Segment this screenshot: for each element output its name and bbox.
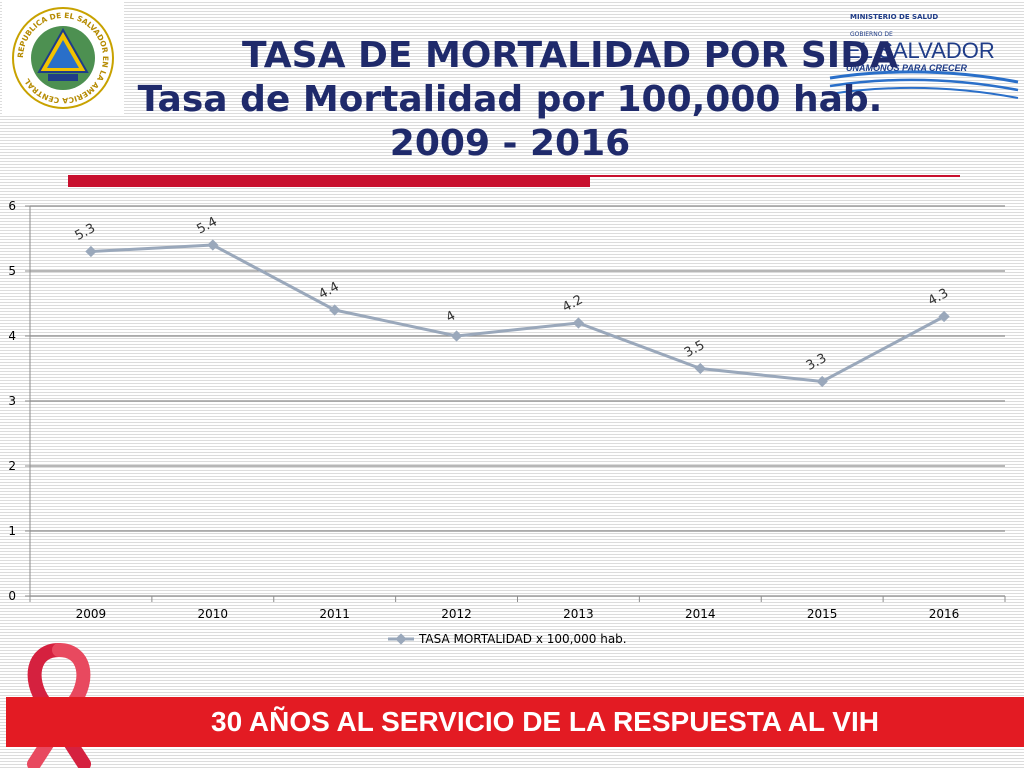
data-label: 4.2	[560, 292, 585, 315]
title-underline	[68, 175, 590, 187]
title-underline-thin	[590, 175, 960, 177]
logo-slogan: UNÁMONOS PARA CRECER	[846, 63, 968, 73]
data-point	[450, 330, 463, 342]
chart-legend: TASA MORTALIDAD x 100,000 hab.	[388, 632, 627, 646]
y-tick-label: 0	[8, 589, 16, 603]
data-label: 3.3	[804, 351, 829, 374]
y-tick-label: 6	[8, 199, 16, 213]
y-tick-label: 1	[8, 524, 16, 538]
y-tick-label: 5	[8, 264, 16, 278]
y-axis-ticks: 0 1 2 3 4 5 6	[8, 199, 16, 603]
y-tick-label: 2	[8, 459, 16, 473]
banner-text: 30 AÑOS AL SERVICIO DE LA RESPUESTA AL V…	[211, 706, 879, 737]
logo-country: EL SALVADOR	[846, 38, 995, 63]
data-label: 4.4	[316, 279, 341, 302]
x-tick-label: 2012	[441, 607, 472, 621]
x-tick-label: 2010	[198, 607, 229, 621]
logo-gobierno: GOBIERNO DE	[850, 31, 893, 38]
chart-gridlines	[30, 205, 1005, 597]
data-label: 4.3	[926, 286, 951, 309]
title-line-2: Tasa de Mortalidad por 100,000 hab.	[137, 79, 883, 120]
data-point	[816, 375, 828, 388]
data-point	[207, 239, 219, 251]
y-tick-label: 3	[8, 394, 16, 408]
data-label: 5.4	[195, 214, 220, 237]
series-line	[90, 243, 945, 383]
data-point	[938, 310, 950, 323]
x-axis-ticks: 2009 2010 2011 2012 2013 2014 2015 2016	[76, 607, 960, 621]
chart-axes	[25, 205, 1006, 602]
x-tick-label: 2015	[807, 607, 838, 621]
x-tick-label: 2016	[929, 607, 960, 621]
data-point	[694, 362, 706, 375]
bottom-banner: 30 AÑOS AL SERVICIO DE LA RESPUESTA AL V…	[6, 697, 1024, 747]
y-tick-label: 4	[8, 329, 16, 343]
x-tick-label: 2009	[76, 607, 107, 621]
data-labels: 5.3 5.4 4.4 4 4.2 3.5 3.3 4.3	[73, 214, 951, 373]
x-tick-label: 2014	[685, 607, 716, 621]
x-tick-label: 2013	[563, 607, 594, 621]
data-label: 4	[444, 308, 458, 325]
data-point	[572, 317, 585, 329]
data-point	[85, 245, 97, 258]
title-line-1: TASA DE MORTALIDAD POR SIDA	[242, 35, 898, 76]
data-label: 5.3	[73, 221, 98, 244]
legend-swatch-marker	[395, 633, 407, 645]
ministry-logo: MINISTERIO DE SALUD GOBIERNO DE EL SALVA…	[829, 13, 1019, 99]
legend-label: TASA MORTALIDAD x 100,000 hab.	[418, 632, 627, 646]
logo-ministry: MINISTERIO DE SALUD	[850, 13, 938, 21]
data-point	[329, 304, 341, 316]
page-title: TASA DE MORTALIDAD POR SIDA Tasa de Mort…	[60, 34, 960, 166]
title-line-3: 2009 - 2016	[389, 123, 631, 164]
x-tick-label: 2011	[319, 607, 350, 621]
data-label: 3.5	[682, 338, 707, 361]
line-chart: 0 1 2 3 4 5 6 2009 2010 2011 2012 2013 2014 2015 2016…	[8, 199, 1006, 646]
coat-of-arms-icon: REPUBLICA DE EL SALVADOR EN LA AMERICA C…	[2, 2, 124, 114]
